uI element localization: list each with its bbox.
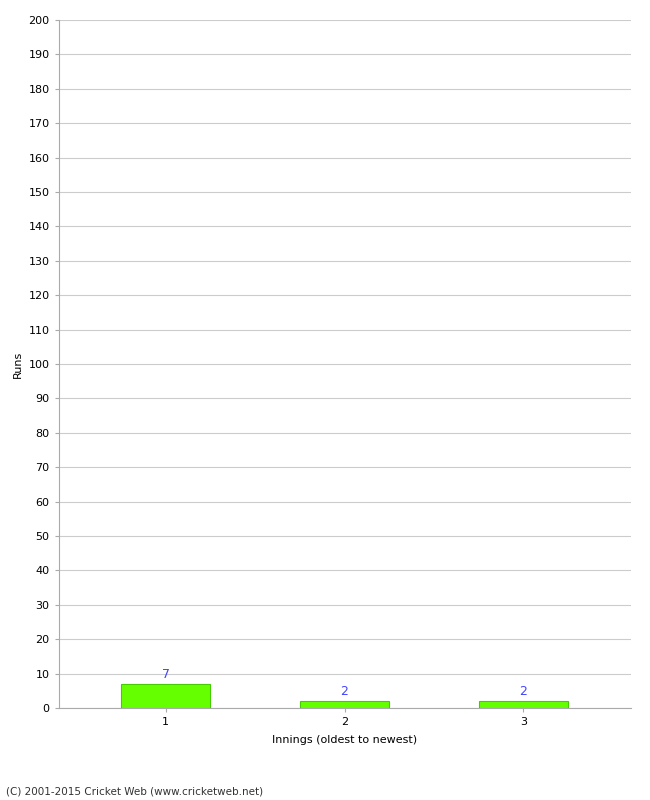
Text: 2: 2	[341, 686, 348, 698]
Bar	[121, 684, 211, 708]
Text: (C) 2001-2015 Cricket Web (www.cricketweb.net): (C) 2001-2015 Cricket Web (www.cricketwe…	[6, 786, 264, 796]
Bar	[478, 701, 568, 708]
Y-axis label: Runs: Runs	[13, 350, 23, 378]
Text: 7: 7	[162, 668, 170, 681]
Bar	[300, 701, 389, 708]
X-axis label: Innings (oldest to newest): Innings (oldest to newest)	[272, 735, 417, 746]
Text: 2: 2	[519, 686, 527, 698]
